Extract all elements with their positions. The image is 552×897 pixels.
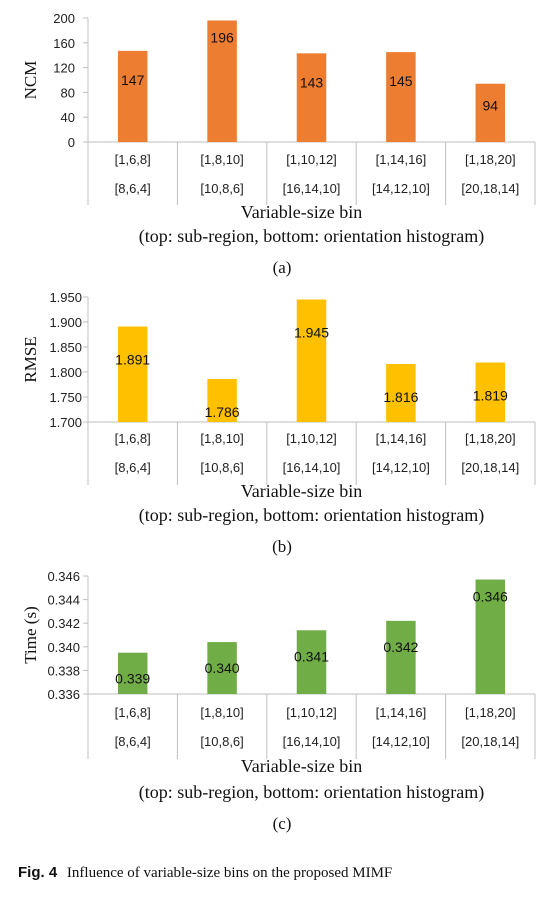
panel-label: (a) — [273, 258, 292, 277]
x-category-bottom-label: [8,6,4] — [115, 460, 151, 475]
x-category-top-label: [1,8,10] — [200, 705, 243, 720]
y-tick-label: 0 — [68, 135, 75, 150]
x-axis-sublabel: (top: sub-region, bottom: orientation hi… — [139, 782, 484, 803]
y-tick-label: 0.338 — [47, 663, 80, 678]
bar-data-label: 1.786 — [205, 404, 240, 420]
figure-caption: Fig. 4 Influence of variable-size bins o… — [18, 864, 392, 882]
x-category-bottom-label: [20,18,14] — [461, 181, 519, 196]
x-category-top-label: [1,14,16] — [376, 152, 427, 167]
bar-data-label: 0.339 — [115, 671, 150, 687]
y-tick-label: 0.336 — [47, 687, 80, 702]
bar — [207, 20, 237, 143]
x-category-top-label: [1,6,8] — [115, 705, 151, 720]
bar-data-label: 145 — [389, 73, 413, 89]
x-axis-label: Variable-size bin — [241, 756, 362, 776]
x-category-top-label: [1,8,10] — [200, 152, 243, 167]
x-axis-label: Variable-size bin — [241, 202, 362, 222]
x-axis-sublabel: (top: sub-region, bottom: orientation hi… — [139, 226, 484, 247]
x-axis-sublabel: (top: sub-region, bottom: orientation hi… — [139, 505, 484, 526]
bar — [386, 364, 416, 422]
y-axis-label: RMSE — [21, 336, 40, 382]
bar-data-label: 0.340 — [205, 660, 240, 676]
bar-data-label: 147 — [121, 72, 145, 88]
x-category-bottom-label: [8,6,4] — [115, 734, 151, 749]
bar-data-label: 1.945 — [294, 325, 329, 341]
bar-data-label: 0.341 — [294, 648, 329, 664]
bar-data-label: 0.342 — [383, 639, 418, 655]
x-category-top-label: [1,6,8] — [115, 152, 151, 167]
y-axis-label: NCM — [21, 61, 40, 100]
bar-data-label: 143 — [300, 74, 324, 90]
bar — [207, 379, 237, 422]
bar — [117, 326, 148, 422]
bar — [207, 642, 237, 694]
x-category-bottom-label: [10,8,6] — [200, 181, 243, 196]
bar-data-label: 1.891 — [115, 352, 150, 368]
figure-caption-label: Fig. 4 — [18, 864, 58, 881]
y-tick-label: 0.342 — [47, 616, 80, 631]
x-category-top-label: [1,18,20] — [465, 431, 516, 446]
x-category-top-label: [1,8,10] — [200, 431, 243, 446]
chart-panel-3: 0.336 0.338 0.340 0.342 0.344 0.346 0.339 [1,6,… — [21, 569, 536, 833]
y-tick-label: 1.950 — [49, 290, 82, 305]
chart-panel-2: 1.700 1.750 1.800 1.850 1.900 1.950 1.891 [1,6,… — [21, 290, 536, 556]
figure-caption-text: Influence of variable-size bins on the p… — [66, 865, 393, 881]
y-tick-label: 40 — [61, 110, 75, 125]
bar — [386, 52, 416, 142]
chart-panel-1: 0 40 80 120 160 200 147 [1,6,8] [8,6,4] 196 [1,8,1… — [21, 11, 536, 277]
x-category-bottom-label: [14,12,10] — [372, 181, 430, 196]
y-tick-label: 1.750 — [49, 390, 82, 405]
bar — [296, 630, 327, 694]
bar — [386, 620, 416, 694]
x-category-bottom-label: [14,12,10] — [372, 460, 430, 475]
y-tick-label: 120 — [53, 61, 75, 76]
bar — [296, 53, 327, 143]
y-tick-label: 0.346 — [47, 569, 80, 584]
x-category-bottom-label: [10,8,6] — [200, 460, 243, 475]
y-tick-label: 200 — [53, 11, 75, 26]
panel-label: (b) — [272, 537, 292, 556]
x-category-bottom-label: [8,6,4] — [115, 181, 151, 196]
x-category-top-label: [1,10,12] — [286, 152, 337, 167]
bar — [296, 299, 327, 422]
y-tick-label: 1.850 — [49, 340, 82, 355]
y-axis-label: Time (s) — [21, 606, 40, 663]
y-tick-label: 0.340 — [47, 640, 80, 655]
x-category-bottom-label: [16,14,10] — [283, 460, 341, 475]
x-category-bottom-label: [10,8,6] — [200, 734, 243, 749]
x-axis-label: Variable-size bin — [241, 481, 362, 501]
y-tick-label: 160 — [53, 36, 75, 51]
x-category-top-label: [1,18,20] — [465, 152, 516, 167]
y-tick-label: 0.344 — [47, 593, 80, 608]
x-category-bottom-label: [16,14,10] — [283, 181, 341, 196]
bar — [117, 652, 148, 694]
y-tick-label: 80 — [61, 85, 75, 100]
bar — [475, 362, 506, 422]
y-tick-label: 1.700 — [49, 415, 82, 430]
x-category-bottom-label: [16,14,10] — [283, 734, 341, 749]
bar — [117, 50, 148, 142]
bar-data-label: 1.819 — [473, 388, 508, 404]
y-tick-label: 1.800 — [49, 365, 82, 380]
x-category-bottom-label: [20,18,14] — [461, 734, 519, 749]
panel-label: (c) — [273, 814, 292, 833]
bar — [475, 579, 506, 694]
y-tick-label: 1.900 — [49, 315, 82, 330]
x-category-top-label: [1,10,12] — [286, 431, 337, 446]
x-category-top-label: [1,6,8] — [115, 431, 151, 446]
bar-data-label: 94 — [483, 98, 499, 114]
bar-data-label: 196 — [210, 29, 234, 45]
bar — [475, 83, 506, 142]
x-category-bottom-label: [20,18,14] — [461, 460, 519, 475]
x-category-bottom-label: [14,12,10] — [372, 734, 430, 749]
bar-data-label: 0.346 — [473, 589, 508, 605]
bar-data-label: 1.816 — [383, 389, 418, 405]
x-category-top-label: [1,18,20] — [465, 705, 516, 720]
x-category-top-label: [1,10,12] — [286, 705, 337, 720]
x-category-top-label: [1,14,16] — [376, 431, 427, 446]
x-category-top-label: [1,14,16] — [376, 705, 427, 720]
